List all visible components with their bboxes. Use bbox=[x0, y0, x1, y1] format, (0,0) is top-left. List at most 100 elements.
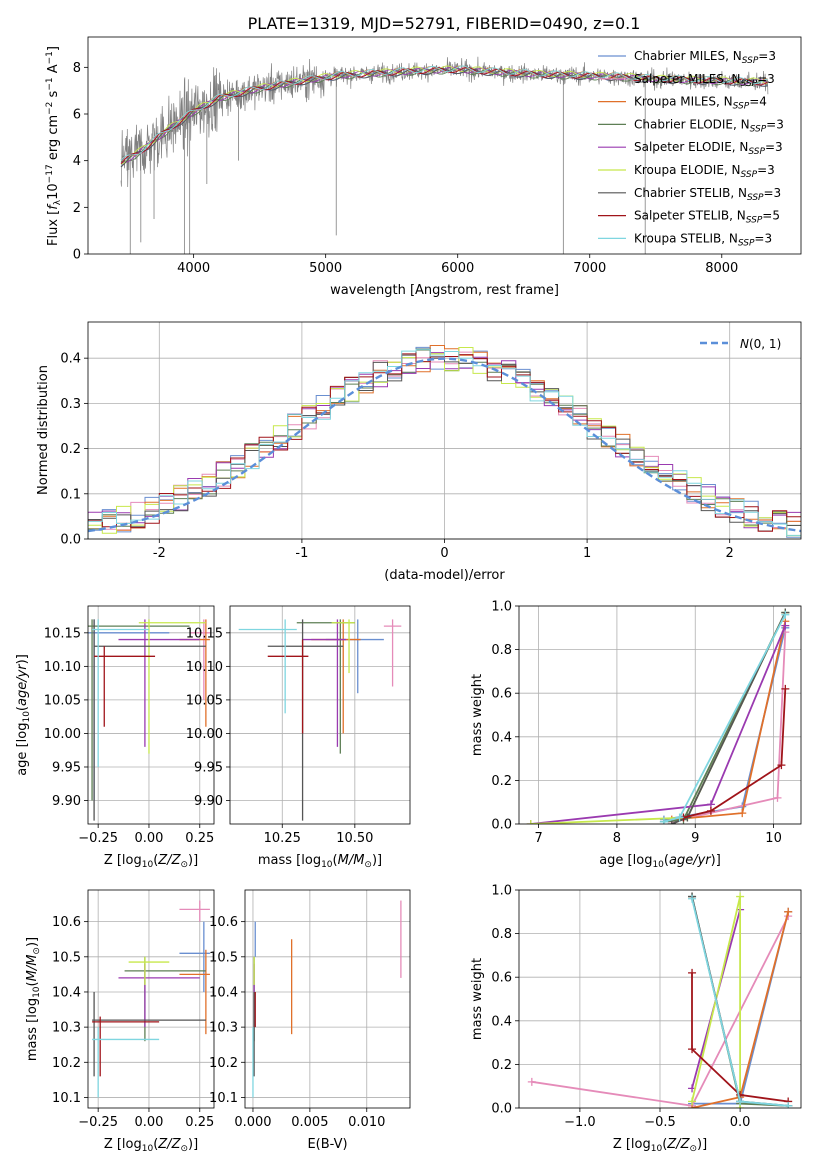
legend-label-normal: N(0, 1) bbox=[740, 337, 781, 351]
y-tick-label: 0.6 bbox=[491, 971, 512, 986]
y-tick-label: 10.4 bbox=[52, 985, 81, 1000]
y-tick-label: 0.8 bbox=[491, 927, 512, 942]
axes-frame bbox=[87, 605, 215, 825]
x-tick-label: 7 bbox=[534, 831, 542, 846]
axes-frame bbox=[229, 605, 411, 825]
y-tick-label: 9.90 bbox=[194, 794, 223, 809]
y-tick-label: 2 bbox=[73, 201, 81, 216]
weight-point-salpeter-stelib bbox=[688, 1045, 697, 1054]
x-axis-label: (data-model)/error bbox=[384, 568, 505, 583]
panel-mass-vs-EBV: 0.000 0.005 0.010 10.1 10.2 10.3 10.4 10.5 10.6 E… bbox=[209, 889, 411, 1152]
y-tick-label: 10.15 bbox=[44, 626, 81, 641]
plot-area bbox=[88, 345, 801, 539]
weight-point-salpeter-miles bbox=[773, 793, 782, 802]
legend-label-kroupa-stelib: Kroupa STELIB, NSSP=3 bbox=[634, 231, 772, 248]
weight-point-kroupa-miles bbox=[738, 809, 747, 818]
legend-label-salpeter-stelib: Salpeter STELIB, NSSP=5 bbox=[634, 209, 780, 226]
y-tick-label: 10.1 bbox=[52, 1091, 81, 1106]
y-tick-label: 8 bbox=[73, 61, 81, 76]
weight-point-salpeter-miles bbox=[527, 1077, 536, 1086]
x-tick-label: −1.0 bbox=[564, 1115, 596, 1130]
x-axis-label: Z [log10(Z/Z⊙)] bbox=[104, 853, 198, 870]
x-tick-label: −0.25 bbox=[78, 1115, 118, 1130]
axes-frame bbox=[87, 36, 802, 255]
x-tick-label: 0.000 bbox=[234, 1115, 271, 1130]
model-line-kroupa-stelib bbox=[120, 65, 768, 161]
y-tick-label: 0.4 bbox=[60, 352, 81, 367]
spectrum-legend: Chabrier MILES, NSSP=3 Salpeter MILES, NS… bbox=[598, 49, 784, 248]
panel-age-vs-mass: 10.25 10.50 9.90 9.95 10.00 10.05 10.10 10.15 ma… bbox=[186, 605, 411, 870]
model-line-chabrier-elodie bbox=[120, 67, 768, 163]
weight-point-salpeter-stelib bbox=[706, 806, 715, 815]
x-tick-label: 0.25 bbox=[185, 831, 214, 846]
x-tick-label: 8000 bbox=[705, 261, 738, 276]
legend-label-kroupa-elodie: Kroupa ELODIE, NSSP=3 bbox=[634, 163, 775, 180]
normal-curve bbox=[88, 357, 801, 533]
y-tick-label: 1.0 bbox=[491, 884, 512, 899]
x-tick-label: 8 bbox=[613, 831, 621, 846]
y-tick-label: 10.00 bbox=[186, 727, 223, 742]
y-tick-label: 0.0 bbox=[60, 533, 81, 548]
histogram-salpeter-stelib bbox=[88, 353, 801, 539]
x-tick-label: 0 bbox=[440, 546, 448, 561]
y-tick-label: 10.05 bbox=[44, 693, 81, 708]
y-tick-label: 10.10 bbox=[44, 660, 81, 675]
legend-label-salpeter-miles: Salpeter MILES, NSSP=3 bbox=[634, 72, 775, 89]
y-tick-label: 10.5 bbox=[209, 950, 238, 965]
panel-weight-vs-age: 7 8 9 10 0.0 0.2 0.4 0.6 0.8 1.0 age [log10(age/yr… bbox=[470, 600, 802, 870]
x-tick-label: -1 bbox=[295, 546, 308, 561]
x-axis-label: Z [log10(Z/Z⊙)] bbox=[104, 1137, 198, 1154]
y-tick-label: 10.1 bbox=[209, 1091, 238, 1106]
model-line-kroupa-elodie bbox=[120, 65, 768, 165]
panel-residuals: -2 -1 0 1 2 0.0 0.1 0.2 0.3 0.4 N(0, 1) (data-model… bbox=[36, 321, 802, 583]
x-tick-label: 2 bbox=[726, 546, 734, 561]
weight-point-salpeter-stelib bbox=[688, 968, 697, 977]
x-tick-label: 0.0 bbox=[730, 1115, 751, 1130]
x-tick-label: 10.50 bbox=[336, 831, 373, 846]
histogram-kroupa-stelib bbox=[88, 348, 801, 539]
axes-frame bbox=[87, 889, 215, 1109]
weight-point-kroupa-stelib bbox=[781, 610, 790, 619]
plot-area bbox=[526, 608, 790, 824]
y-tick-label: 0.3 bbox=[60, 397, 81, 412]
x-tick-label: 10 bbox=[765, 831, 782, 846]
weight-point-kroupa-stelib bbox=[784, 1101, 793, 1108]
y-tick-label: 10.4 bbox=[209, 985, 238, 1000]
x-axis-label: mass [log10(M/M⊙)] bbox=[258, 853, 382, 870]
x-tick-label: 0.010 bbox=[348, 1115, 385, 1130]
model-line-chabrier-stelib bbox=[120, 68, 768, 168]
y-tick-label: 0.0 bbox=[491, 1102, 512, 1117]
y-tick-label: 1.0 bbox=[491, 600, 512, 615]
legend-label-chabrier-miles: Chabrier MILES, NSSP=3 bbox=[634, 49, 776, 66]
weight-point-kroupa-elodie bbox=[688, 1097, 697, 1106]
y-tick-label: 10.05 bbox=[186, 693, 223, 708]
x-axis-label: Z [log10(Z/Z⊙)] bbox=[613, 1137, 707, 1154]
y-tick-label: 0.4 bbox=[491, 1014, 512, 1029]
panel-mass-vs-Z: −0.25 0.00 0.25 10.1 10.2 10.3 10.4 10.5 10.6 Z [… bbox=[25, 889, 215, 1154]
y-axis-label: Normed distribution bbox=[36, 365, 51, 495]
y-axis-label: age [log10(age/yr)] bbox=[15, 654, 32, 776]
y-tick-label: 6 bbox=[73, 108, 81, 123]
weight-point-kroupa-miles bbox=[784, 907, 793, 916]
y-tick-label: 0 bbox=[73, 248, 81, 263]
legend-label-salpeter-elodie: Salpeter ELODIE, NSSP=3 bbox=[634, 140, 783, 157]
weight-point-kroupa-elodie bbox=[526, 820, 535, 824]
y-tick-label: 0.2 bbox=[60, 442, 81, 457]
x-axis-label: E(B-V) bbox=[307, 1137, 347, 1152]
y-tick-label: 9.90 bbox=[52, 794, 81, 809]
weight-point-kroupa-elodie bbox=[736, 892, 745, 901]
y-tick-label: 10.00 bbox=[44, 727, 81, 742]
y-tick-label: 9.95 bbox=[52, 760, 81, 775]
y-axis-label: mass weight bbox=[470, 958, 485, 1040]
weight-point-chabrier-stelib bbox=[667, 820, 676, 824]
plot-area bbox=[88, 619, 210, 821]
weight-point-kroupa-stelib bbox=[736, 1097, 745, 1106]
y-tick-label: 0.4 bbox=[491, 730, 512, 745]
weight-line-salpeter-stelib bbox=[683, 688, 787, 819]
y-tick-label: 10.15 bbox=[186, 626, 223, 641]
y-axis-label: mass weight bbox=[470, 674, 485, 756]
y-tick-label: 0.2 bbox=[491, 1058, 512, 1073]
x-tick-label: 0.00 bbox=[134, 831, 163, 846]
x-tick-label: 7000 bbox=[573, 261, 606, 276]
legend-label-kroupa-miles: Kroupa MILES, NSSP=4 bbox=[634, 95, 767, 112]
